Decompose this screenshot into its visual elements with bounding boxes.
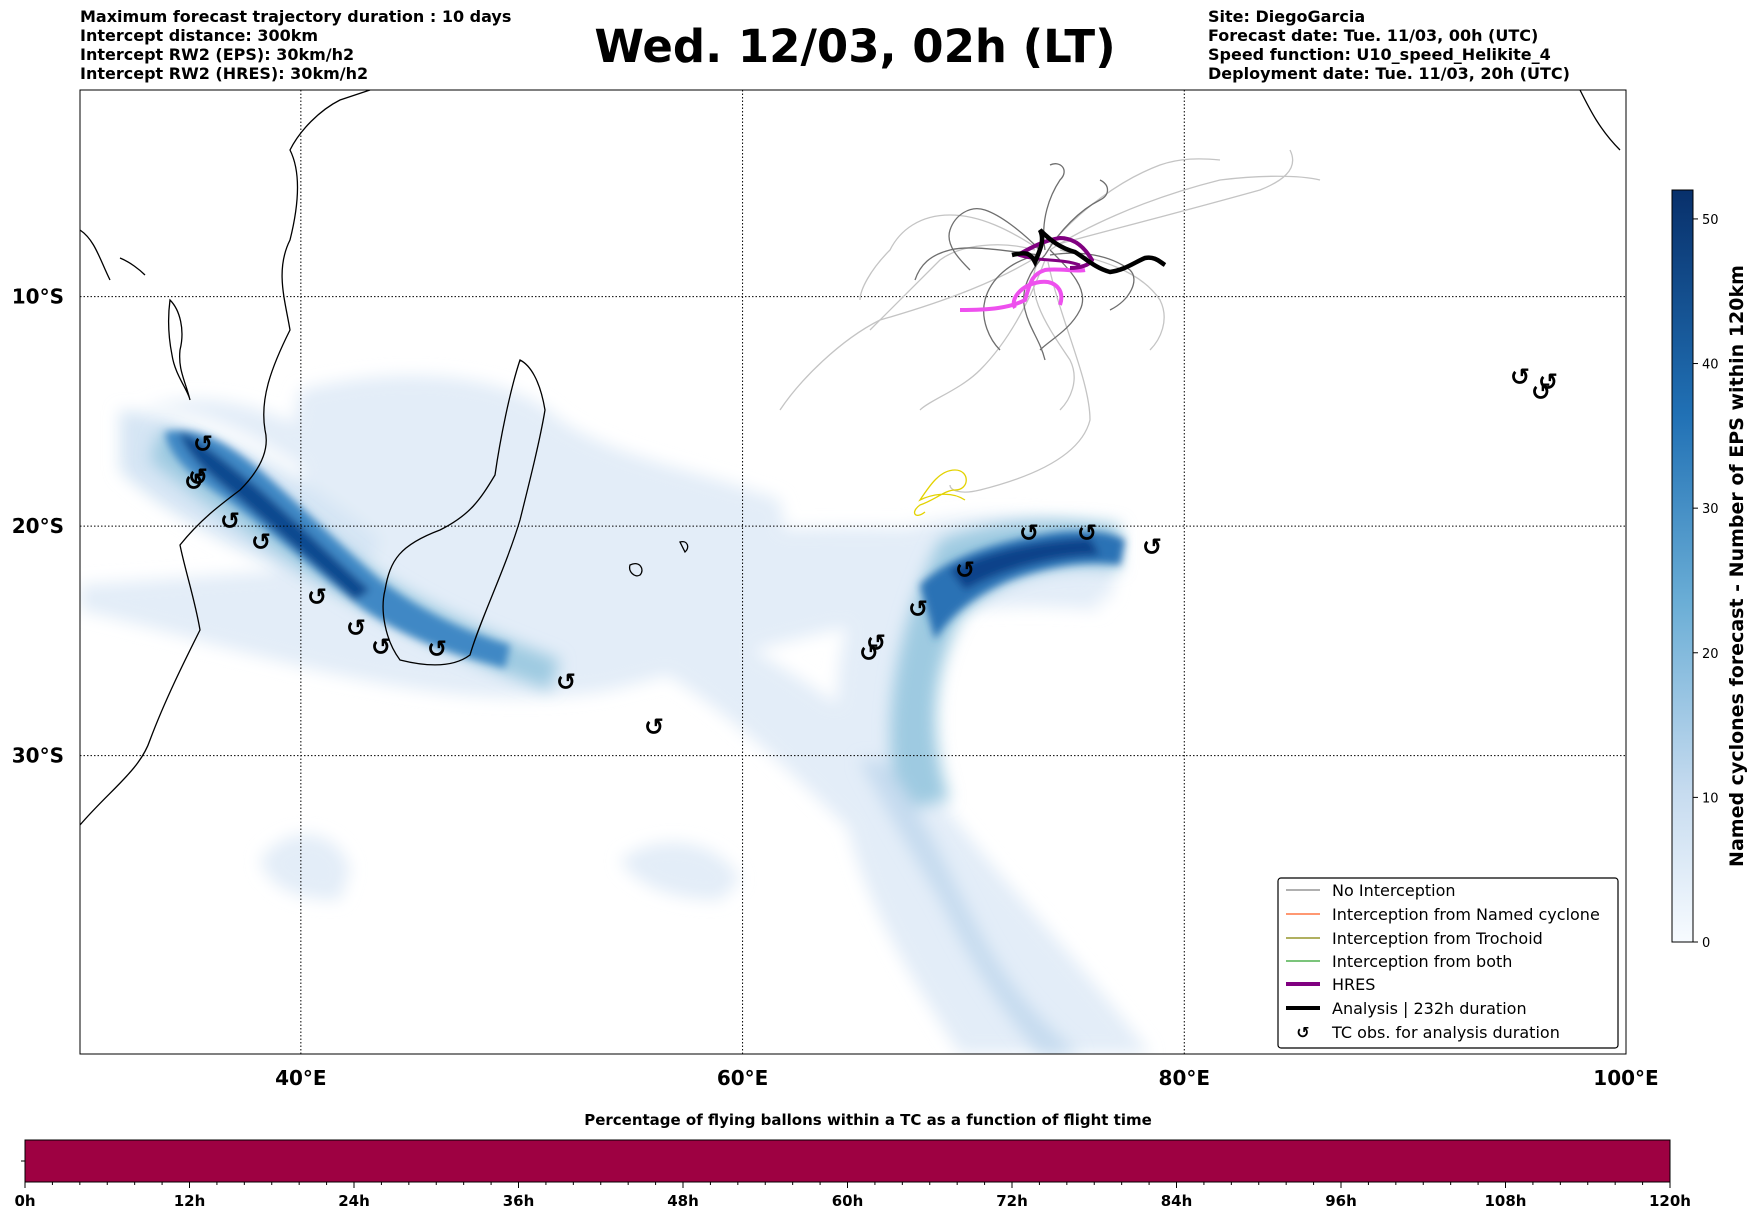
trochoid-trajectory (913, 469, 967, 516)
colorbar-bottom-tick-label: 36h (503, 1192, 535, 1210)
analysis-trajectory (1011, 228, 1167, 275)
colorbar-bottom-fill (24, 1139, 1671, 1183)
header-left-line: Intercept RW2 (EPS): 30km/h2 (80, 45, 355, 64)
tc-obs-symbol: ↺ (644, 713, 664, 741)
tc-obs-symbol: ↺ (556, 668, 576, 696)
tc-obs-symbol: ↺ (866, 629, 886, 657)
legend-swatch-tc-obs: ↺ (1296, 1023, 1309, 1042)
coastlines (80, 90, 1621, 826)
trajectory-layer (779, 149, 1321, 516)
legend-box (1277, 877, 1619, 1049)
axis-labels: 40°E 60°E 80°E 100°E 10°S 20°S 30°S (12, 285, 1659, 1090)
legend-label: Analysis | 232h duration (1332, 999, 1527, 1018)
colorbar-right-tick-label: 40 (1702, 358, 1719, 373)
legend-label: Interception from both (1332, 952, 1512, 971)
header-left-line: Intercept RW2 (HRES): 30km/h2 (80, 64, 369, 83)
tc-obs-symbol: ↺ (220, 507, 240, 535)
tc-obs-symbol: ↺ (193, 430, 213, 458)
lon-label: 60°E (717, 1066, 769, 1090)
hres-trajectory (1016, 235, 1095, 270)
tc-obs-symbol: ↺ (251, 528, 271, 556)
gridlines (80, 90, 1626, 1054)
lon-label: 40°E (275, 1066, 327, 1090)
cyclone-density-layer (80, 375, 1150, 1054)
colorbar-bottom-ticks: 0h 12h 24h 36h 48h 60h 72h 84h 96h 108h 120h (14, 1182, 1691, 1210)
colorbar-bottom: Percentage of flying ballons within a TC… (14, 1111, 1691, 1210)
header-left: Maximum forecast trajectory duration : 1… (80, 7, 511, 83)
tc-obs-symbol: ↺ (1538, 368, 1558, 396)
colorbar-bottom-tick-label: 84h (1161, 1192, 1193, 1210)
tc-obs-symbol: ↺ (1531, 378, 1551, 406)
tc-obs-symbol: ↺ (859, 639, 879, 667)
map-frame (79, 89, 1627, 1055)
tc-obs-symbol: ↺ (1019, 519, 1039, 547)
colorbar-bottom-minor-ticks (51, 1182, 1644, 1185)
colorbar-right-tick-label: 20 (1702, 647, 1719, 662)
tc-observations: ↺ ↺ ↺ ↺ ↺ ↺ ↺ ↺ ↺ ↺ ↺ ↺ ↺ ↺ ↺ ↺ ↺ ↺ ↺ ↺ … (184, 363, 1558, 741)
header-left-line: Intercept distance: 300km (80, 26, 319, 45)
colorbar-bottom-tick-label: 12h (174, 1192, 206, 1210)
colorbar-bottom-title: Percentage of flying ballons within a TC… (584, 1111, 1152, 1129)
legend-label: TC obs. for analysis duration (1331, 1023, 1560, 1042)
hres-trajectory-light (1011, 279, 1064, 310)
header-right-line: Deployment date: Tue. 11/03, 20h (UTC) (1208, 64, 1570, 83)
tc-obs-symbol: ↺ (1510, 363, 1530, 391)
tc-obs-symbol: ↺ (307, 583, 327, 611)
tc-obs-symbol: ↺ (184, 468, 204, 496)
page-title: Wed. 12/03, 02h (LT) (594, 20, 1116, 73)
colorbar-right-tick-label: 50 (1702, 213, 1719, 228)
tc-obs-symbol: ↺ (346, 614, 366, 642)
tc-obs-symbol: ↺ (1142, 533, 1162, 561)
legend-label: HRES (1332, 975, 1375, 994)
header-right-line: Forecast date: Tue. 11/03, 00h (UTC) (1208, 26, 1539, 45)
tc-obs-symbol: ↺ (955, 556, 975, 584)
colorbar-right-tick-label: 0 (1702, 936, 1710, 951)
colorbar-bottom-tick-label: 96h (1325, 1192, 1357, 1210)
colorbar-bottom-tick-label: 0h (14, 1192, 35, 1210)
header-right-line: Speed function: U10_speed_Helikite_4 (1208, 45, 1551, 64)
colorbar-bottom-tick-label: 24h (338, 1192, 370, 1210)
colorbar-bottom-tick-label: 72h (996, 1192, 1028, 1210)
colorbar-right-gradient (1671, 189, 1694, 943)
colorbar-right: 0 10 20 30 40 50 Named cyclones forecast - Nu… (1671, 189, 1748, 951)
header-left-line: Maximum forecast trajectory duration : 1… (80, 7, 512, 26)
lon-label: 100°E (1593, 1066, 1658, 1090)
colorbar-right-tick-label: 10 (1702, 791, 1719, 806)
colorbar-bottom-tick-label: 60h (832, 1192, 864, 1210)
legend: No Interception Interception from Named … (1277, 877, 1619, 1049)
legend-label: Interception from Trochoid (1332, 929, 1543, 948)
colorbar-right-tick-label: 30 (1702, 502, 1719, 517)
tc-obs-symbol: ↺ (371, 633, 391, 661)
header-right-line: Site: DiegoGarcia (1208, 7, 1366, 26)
tc-obs-symbol: ↺ (427, 635, 447, 663)
lat-label: 10°S (12, 285, 64, 309)
header-right: Site: DiegoGarcia Forecast date: Tue. 11… (1208, 7, 1570, 83)
legend-label: No Interception (1332, 881, 1456, 900)
hres-trajectory-light (959, 267, 1086, 312)
tc-obs-symbol: ↺ (188, 463, 208, 491)
lon-label: 80°E (1159, 1066, 1211, 1090)
lat-label: 30°S (12, 744, 64, 768)
hres-trajectory (1017, 253, 1081, 267)
tc-obs-symbol: ↺ (1077, 519, 1097, 547)
colorbar-bottom-tick-label: 108h (1485, 1192, 1527, 1210)
legend-label: Interception from Named cyclone (1332, 905, 1600, 924)
colorbar-right-ticks: 0 10 20 30 40 50 (1693, 213, 1719, 951)
colorbar-right-label: Named cyclones forecast - Number of EPS … (1726, 265, 1748, 867)
lat-label: 20°S (12, 514, 64, 538)
tc-obs-symbol: ↺ (908, 595, 928, 623)
colorbar-bottom-tick-label: 48h (667, 1192, 699, 1210)
colorbar-bottom-tick-label: 120h (1649, 1192, 1691, 1210)
